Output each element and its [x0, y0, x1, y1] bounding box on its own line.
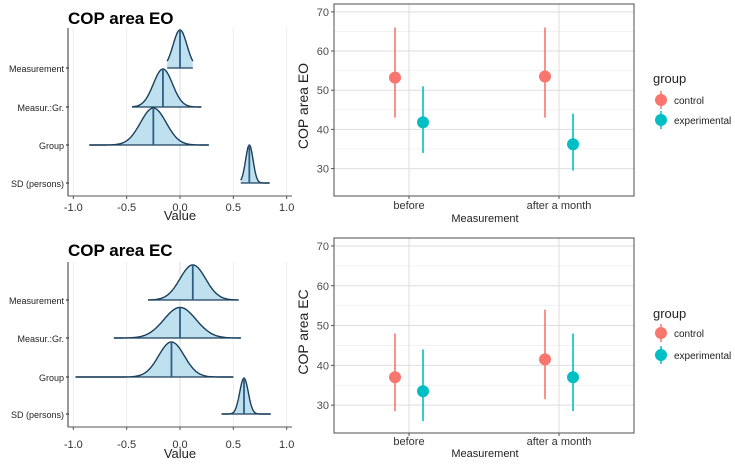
ridge-xlabel-eo: Value — [164, 208, 196, 223]
x-tick-label: before — [393, 436, 424, 448]
ridge-chart-eo: COP area EO Value -1.0 -0.5 0.0 0.5 1.0 Measu… — [9, 9, 294, 223]
ridge-row-label: SD (persons) — [11, 179, 64, 189]
point-experimental — [417, 385, 429, 398]
ridge-density-fill — [240, 145, 270, 183]
plot-border — [333, 3, 635, 197]
pointrange-chart-ec: COP area EC Measurement group 30 40 50 60 70… — [295, 237, 731, 460]
point-experimental — [417, 116, 429, 129]
ridge-row-label: Measur.:Gr. — [17, 103, 64, 113]
ridge-row-label: Group — [39, 141, 64, 151]
ridge-x-tick-label: 0.5 — [226, 202, 241, 214]
y-tick-label: 30 — [317, 400, 329, 412]
ridge-xlabel-ec: Value — [164, 446, 196, 461]
y-tick-label: 40 — [317, 124, 329, 136]
legend-label-control: control — [674, 96, 704, 107]
legend-key-point-experimental — [655, 349, 667, 361]
ridge-row-label: Measurement — [9, 64, 65, 74]
legend-title-ec: group — [653, 306, 686, 321]
ridge-x-tick-label: 1.0 — [279, 439, 294, 451]
ridge-x-tick-label: -1.0 — [64, 439, 83, 451]
ridge-density-fill — [221, 378, 271, 414]
point-control — [389, 71, 401, 84]
x-tick-label: after a month — [527, 200, 592, 212]
pr-xlabel-eo: Measurement — [451, 213, 518, 225]
ridge-row-label: Group — [39, 373, 64, 383]
legend-title-eo: group — [653, 71, 686, 86]
ridge-x-tick-label: -0.5 — [117, 439, 136, 451]
ridge-x-tick-label: 0.0 — [172, 439, 187, 451]
y-tick-label: 60 — [317, 46, 329, 58]
pr-xlabel-ec: Measurement — [451, 448, 518, 460]
y-tick-label: 60 — [317, 281, 329, 293]
y-tick-label: 40 — [317, 360, 329, 372]
ridge-row-label: SD (persons) — [11, 410, 64, 420]
point-control — [539, 70, 551, 83]
y-tick-label: 70 — [317, 241, 329, 253]
legend-label-experimental: experimental — [674, 116, 731, 127]
y-tick-label: 50 — [317, 321, 329, 333]
plot-border — [333, 237, 635, 434]
ridge-x-tick-label: -1.0 — [64, 202, 83, 214]
ridge-row-label: Measur.:Gr. — [17, 334, 64, 344]
pr-ylabel-eo: COP area EO — [295, 63, 311, 149]
ridge-chart-ec: COP area EC Value -1.0 -0.5 0.0 0.5 1.0 Measu… — [9, 241, 294, 461]
legend-label-experimental: experimental — [674, 351, 731, 362]
legend-key-point-control — [655, 94, 667, 106]
pointrange-chart-eo: COP area EO Measurement group 30 40 50 60 70… — [295, 3, 731, 225]
y-tick-label: 50 — [317, 85, 329, 97]
ridge-row-label: Measurement — [9, 296, 65, 306]
ridge-density-fill — [89, 108, 209, 145]
x-tick-label: before — [393, 200, 424, 212]
point-control — [389, 371, 401, 384]
ridge-x-tick-label: 1.0 — [279, 202, 294, 214]
x-tick-label: after a month — [527, 436, 592, 448]
ridge-x-tick-label: 0.0 — [172, 202, 187, 214]
pr-ylabel-ec: COP area EC — [295, 289, 311, 374]
ridge-title-eo: COP area EO — [68, 9, 174, 28]
point-experimental — [567, 138, 579, 151]
point-control — [539, 353, 551, 366]
legend-key-point-experimental — [655, 114, 667, 126]
ridge-density-fill — [75, 342, 234, 377]
ridge-density-fill — [132, 69, 202, 107]
plot-background — [334, 4, 634, 196]
ridge-title-ec: COP area EC — [68, 241, 173, 260]
y-tick-label: 30 — [317, 164, 329, 176]
ridge-density-fill — [113, 307, 241, 338]
legend-key-point-control — [655, 327, 667, 339]
ridge-x-tick-label: 0.5 — [226, 439, 241, 451]
plot-background — [334, 238, 634, 433]
y-tick-label: 70 — [317, 7, 329, 19]
legend-label-control: control — [674, 329, 704, 340]
ridge-density-outline — [131, 68, 202, 108]
point-experimental — [567, 371, 579, 384]
ridge-x-tick-label: -0.5 — [117, 202, 136, 214]
